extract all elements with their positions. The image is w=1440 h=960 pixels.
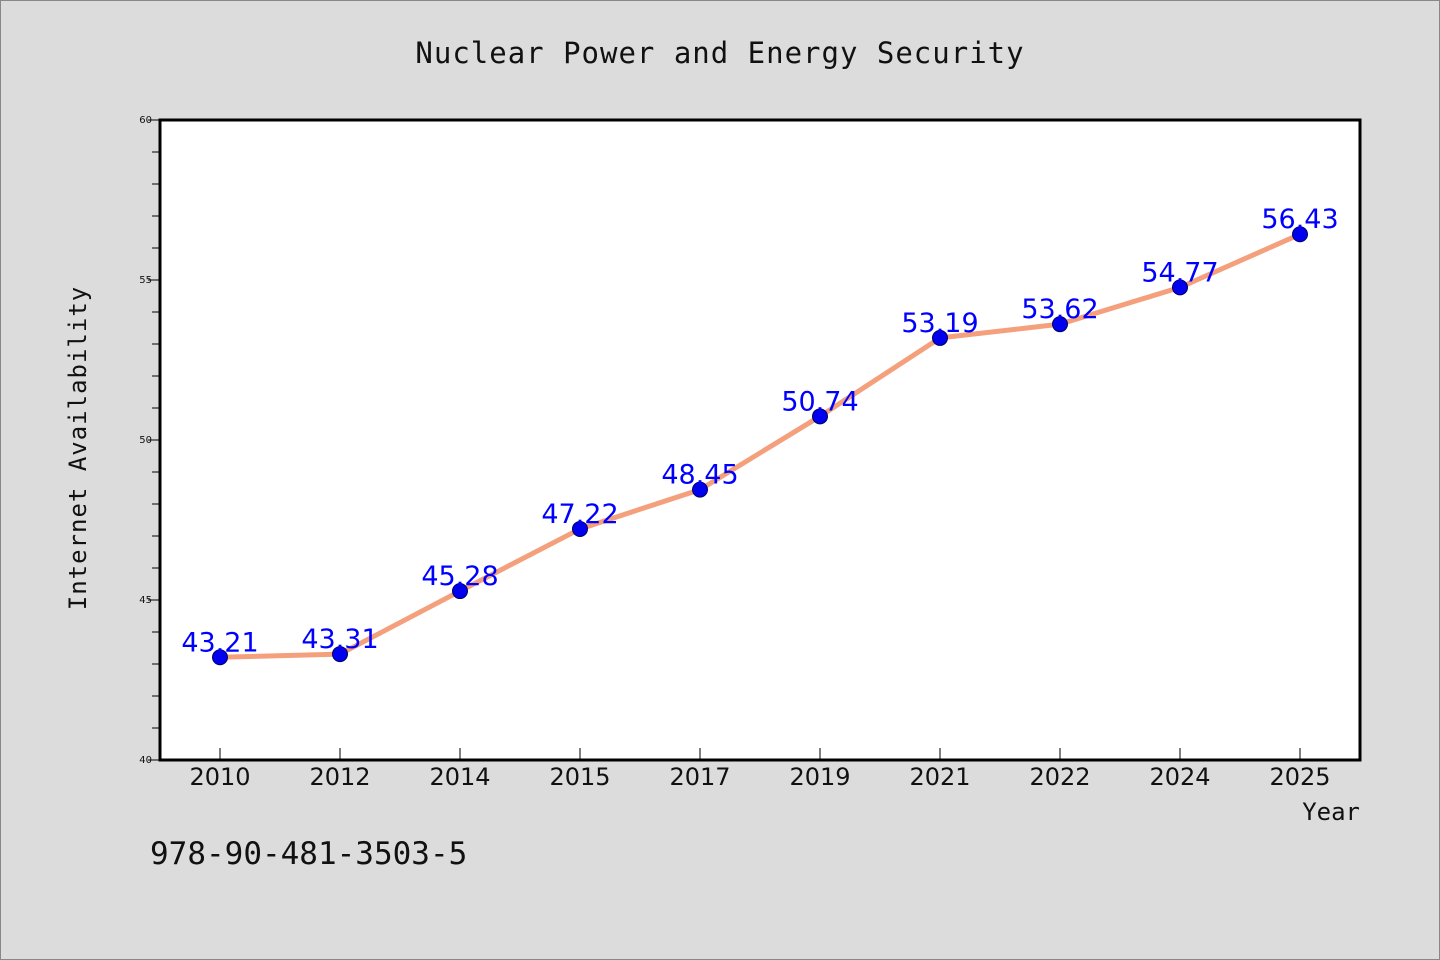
data-point bbox=[452, 583, 468, 600]
data-point bbox=[1292, 226, 1308, 243]
data-point bbox=[572, 520, 588, 537]
x-tick-label: 2015 bbox=[549, 763, 610, 791]
data-label: 43.31 bbox=[301, 624, 378, 655]
data-label: 50.74 bbox=[781, 386, 858, 417]
y-tick-label: 45 bbox=[139, 595, 152, 606]
data-label: 43.21 bbox=[181, 627, 258, 658]
data-point bbox=[692, 481, 708, 498]
x-tick-label: 2014 bbox=[429, 763, 490, 791]
y-axis-label: Internet Availability bbox=[64, 286, 92, 610]
data-point bbox=[332, 646, 348, 663]
data-label: 53.62 bbox=[1021, 294, 1098, 325]
data-label: 56.43 bbox=[1261, 204, 1338, 235]
x-tick-label: 2017 bbox=[669, 763, 730, 791]
x-axis-label: Year bbox=[1302, 798, 1360, 826]
y-tick-label: 50 bbox=[139, 435, 152, 446]
x-tick-label: 2024 bbox=[1149, 763, 1210, 791]
chart-title: Nuclear Power and Energy Security bbox=[415, 36, 1024, 70]
annotation-text: 978-90-481-3503-5 bbox=[150, 836, 467, 872]
x-tick-label: 2012 bbox=[309, 763, 370, 791]
data-point bbox=[812, 408, 828, 425]
data-point bbox=[212, 649, 228, 666]
y-tick-label: 55 bbox=[139, 275, 152, 286]
data-label: 45.28 bbox=[421, 561, 498, 592]
data-point bbox=[1052, 316, 1068, 333]
y-axis: 40 45 50 55 60 bbox=[139, 115, 160, 766]
x-tick-label: 2010 bbox=[189, 763, 250, 791]
series-group: 43.21 43.31 45.28 47.22 48.45 50.74 53.19 53.62… bbox=[181, 204, 1339, 666]
y-tick-label: 60 bbox=[139, 115, 152, 126]
x-tick-label: 2021 bbox=[909, 763, 970, 791]
data-label: 54.77 bbox=[1141, 257, 1218, 288]
data-label: 53.19 bbox=[901, 308, 978, 339]
data-label: 47.22 bbox=[541, 499, 618, 530]
data-point bbox=[1172, 279, 1188, 296]
x-tick-label: 2022 bbox=[1029, 763, 1090, 791]
data-label: 48.45 bbox=[661, 460, 738, 491]
data-point bbox=[932, 329, 948, 346]
plot-area bbox=[158, 118, 1362, 762]
x-axis: 2010 2012 2014 2015 2017 2019 2021 2022 2024 2025 bbox=[189, 748, 1331, 791]
y-tick-label: 40 bbox=[139, 755, 152, 766]
series-line bbox=[217, 231, 1303, 660]
x-tick-label: 2025 bbox=[1269, 763, 1330, 791]
x-tick-label: 2019 bbox=[789, 763, 850, 791]
